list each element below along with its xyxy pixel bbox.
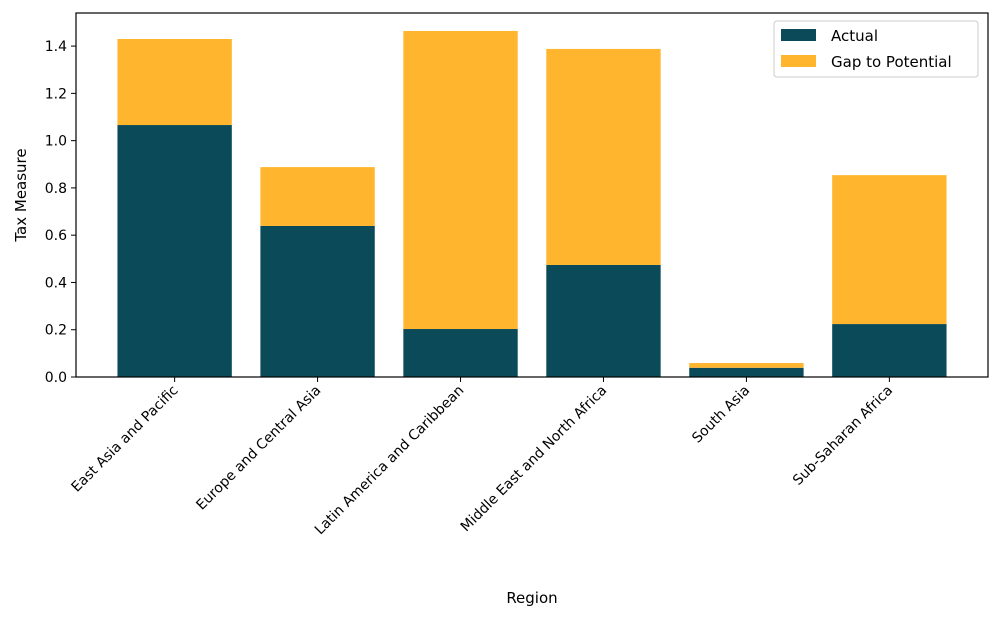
legend-swatch-gap xyxy=(781,55,816,67)
y-tick-label: 0.8 xyxy=(45,181,67,197)
x-tick-label: Europe and Central Asia xyxy=(193,383,324,514)
bars-layer xyxy=(117,30,947,377)
legend: Actual Gap to Potential xyxy=(773,20,979,78)
x-axis-label: Region xyxy=(506,589,557,607)
plot-frame xyxy=(75,12,989,378)
x-tick-label: South Asia xyxy=(689,383,753,447)
bar-gap-5 xyxy=(832,175,947,325)
y-axis-label: Tax Measure xyxy=(12,148,30,242)
y-tick-label: 1.0 xyxy=(45,134,67,150)
y-axis: 0.0 0.2 0.4 0.6 0.8 1.0 1.2 1.4 xyxy=(45,39,76,386)
bar-actual-2 xyxy=(403,329,518,377)
bar-actual-5 xyxy=(832,324,947,377)
x-tick-label: Sub-Saharan Africa xyxy=(790,383,896,489)
x-axis: East Asia and Pacific Europe and Central … xyxy=(69,377,896,539)
y-tick-label: 0.4 xyxy=(45,275,67,291)
legend-label-actual: Actual xyxy=(831,27,878,45)
bar-actual-0 xyxy=(117,125,232,377)
y-tick-label: 1.2 xyxy=(45,86,67,102)
bar-actual-4 xyxy=(689,367,804,377)
bar-actual-3 xyxy=(546,264,661,377)
x-tick-label: Latin America and Caribbean xyxy=(312,383,468,539)
y-tick-label: 0.6 xyxy=(45,228,67,244)
bar-gap-4 xyxy=(689,363,804,368)
bar-gap-0 xyxy=(117,39,232,126)
legend-label-gap: Gap to Potential xyxy=(831,53,952,71)
bar-gap-3 xyxy=(546,48,661,265)
bar-gap-2 xyxy=(403,30,518,330)
bar-actual-1 xyxy=(260,225,375,377)
y-tick-label: 0.2 xyxy=(45,323,67,339)
legend-swatch-actual xyxy=(781,29,816,41)
y-tick-label: 0.0 xyxy=(45,370,67,386)
x-tick-label: East Asia and Pacific xyxy=(69,383,182,496)
legend-box xyxy=(773,20,979,78)
y-tick-label: 1.4 xyxy=(45,39,67,55)
bar-gap-1 xyxy=(260,167,375,226)
x-tick-label: Middle East and North Africa xyxy=(458,383,611,536)
